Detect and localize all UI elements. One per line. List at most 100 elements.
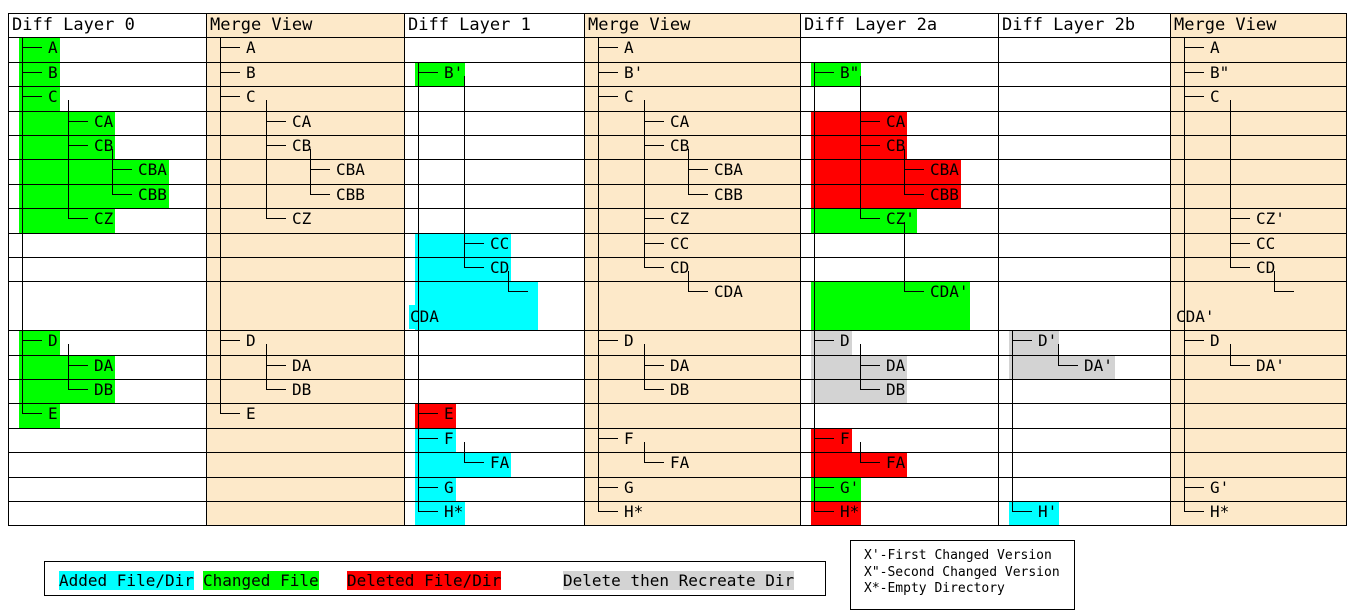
tree-node-label: G' xyxy=(1210,477,1230,497)
status-highlight-added xyxy=(409,305,442,330)
row-divider xyxy=(8,257,1347,258)
tree-node-label: CD xyxy=(1256,258,1276,277)
tree-branch xyxy=(688,291,708,293)
tree-branch xyxy=(814,511,834,512)
tree-node-label: FA xyxy=(670,453,690,473)
status-highlight-changed xyxy=(811,209,917,233)
tree-branch xyxy=(644,145,664,146)
row-divider xyxy=(8,232,1347,234)
status-highlight-deleted xyxy=(811,428,852,453)
tree-branch xyxy=(1012,511,1032,512)
tree-branch xyxy=(1184,71,1204,73)
tree-node-label: CA xyxy=(94,111,114,131)
tree-node-label: F xyxy=(444,428,454,448)
column-divider xyxy=(404,13,405,525)
tree-trunk xyxy=(112,149,113,195)
status-highlight-added xyxy=(415,477,456,501)
row-divider xyxy=(8,452,1347,454)
tree-node-label: C xyxy=(48,87,58,107)
tree-trunk xyxy=(22,38,23,49)
status-highlight-deleted xyxy=(811,136,908,160)
note-first-change: X'-First Changed Version xyxy=(864,548,1052,563)
status-highlight-recreated xyxy=(1009,331,1060,355)
tree-trunk xyxy=(598,437,599,488)
tree-trunk xyxy=(22,47,23,73)
column-4-background xyxy=(584,13,800,525)
tree-branch xyxy=(814,71,834,73)
tree-node-label: H' xyxy=(1038,502,1058,521)
tree-trunk xyxy=(310,149,311,195)
tree-node-label: DA xyxy=(670,355,690,375)
tree-branch xyxy=(464,242,484,244)
status-highlight-changed xyxy=(811,62,862,87)
tree-trunk xyxy=(464,75,465,268)
tree-node-label: DA xyxy=(292,355,312,375)
tree-trunk xyxy=(1184,96,1185,342)
status-highlight-changed xyxy=(19,380,116,404)
row-divider xyxy=(8,354,1347,356)
tree-node-label: B' xyxy=(444,62,464,82)
tree-node-label: G' xyxy=(840,477,860,497)
tree-node-label: CC xyxy=(1256,233,1276,253)
tree-trunk xyxy=(220,340,221,415)
tree-branch xyxy=(904,193,924,195)
tree-node-label: D xyxy=(1210,331,1220,351)
tree-branch xyxy=(1058,364,1078,366)
tree-branch xyxy=(220,71,240,73)
tree-node-label: CA xyxy=(292,111,312,131)
tree-branch xyxy=(644,218,664,220)
row-divider xyxy=(8,159,1347,161)
tree-node-label: CD xyxy=(490,258,510,277)
tree-branch xyxy=(68,218,88,220)
tree-branch xyxy=(688,193,708,195)
tree-node-label: A xyxy=(624,38,634,58)
note-second-change: X"-Second Changed Version xyxy=(864,564,1060,580)
status-highlight-changed xyxy=(19,111,116,135)
tree-trunk xyxy=(22,71,23,98)
row-divider xyxy=(8,476,1347,478)
tree-branch xyxy=(1274,291,1294,293)
tree-branch xyxy=(418,413,438,415)
tree-node-label: CDA' xyxy=(930,282,969,302)
tree-branch xyxy=(310,193,330,195)
column-divider xyxy=(584,13,585,525)
tree-trunk xyxy=(598,71,599,98)
tree-branch xyxy=(598,340,618,342)
tree-trunk xyxy=(68,344,69,390)
tree-branch xyxy=(1230,364,1250,366)
status-highlight-changed xyxy=(19,404,60,428)
tree-branch xyxy=(418,486,438,488)
tree-node-label: CZ xyxy=(94,209,114,229)
status-highlight-recreated xyxy=(1009,355,1115,379)
tree-branch xyxy=(860,120,880,122)
tree-node-label: H* xyxy=(1210,502,1230,521)
tree-trunk xyxy=(22,340,23,415)
tree-trunk xyxy=(1184,340,1185,488)
row-divider xyxy=(8,427,1347,429)
status-highlight-recreated xyxy=(811,355,908,379)
tree-branch xyxy=(22,47,42,49)
tree-trunk xyxy=(220,96,221,342)
tree-branch xyxy=(464,267,484,268)
tree-branch xyxy=(1184,486,1204,488)
tree-node-label: CZ xyxy=(292,209,312,229)
tree-trunk xyxy=(1184,38,1185,49)
tree-branch xyxy=(860,145,880,146)
tree-branch xyxy=(814,340,834,342)
tree-branch xyxy=(220,47,240,49)
tree-trunk xyxy=(266,344,267,390)
column-divider xyxy=(1346,13,1347,525)
status-highlight-changed xyxy=(19,209,116,233)
tree-branch xyxy=(22,96,42,98)
tree-branch xyxy=(220,96,240,98)
status-highlight-recreated xyxy=(811,331,852,355)
tree-node-label: CBA xyxy=(930,160,959,180)
status-highlight-deleted xyxy=(811,160,961,184)
status-highlight-added xyxy=(415,428,456,453)
status-highlight-changed xyxy=(19,184,169,209)
tree-trunk xyxy=(814,437,815,488)
status-highlight-added xyxy=(415,502,466,525)
tree-branch xyxy=(598,71,618,73)
tree-branch xyxy=(1012,340,1032,342)
column-header-7: Merge View xyxy=(1174,15,1277,35)
